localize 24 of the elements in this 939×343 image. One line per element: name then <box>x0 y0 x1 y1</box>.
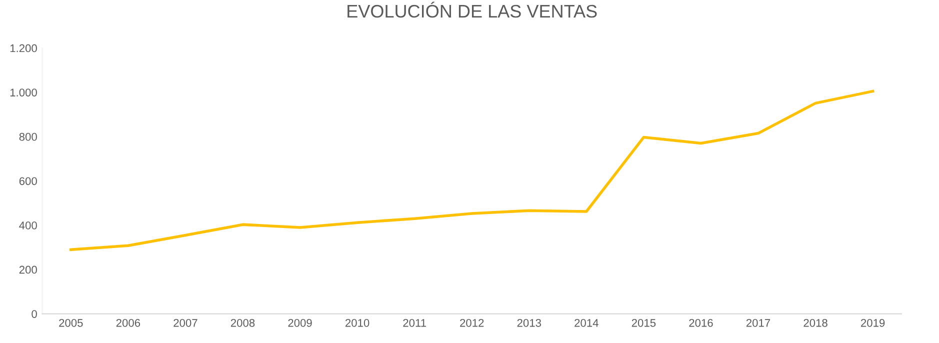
y-tick-label: 0 <box>32 310 37 318</box>
x-tick-label: 2010 <box>345 319 370 327</box>
x-tick-label: 2011 <box>403 319 426 327</box>
y-tick-label: 1.000 <box>10 88 37 96</box>
x-tick-label: 2015 <box>632 319 656 327</box>
x-tick-label: 2014 <box>574 319 598 327</box>
y-tick-label: 400 <box>19 222 37 230</box>
x-tick-label: 2012 <box>460 319 484 327</box>
x-tick-label: 2018 <box>804 319 828 327</box>
x-tick-label: 2005 <box>59 319 83 327</box>
y-tick-label: 800 <box>19 132 37 141</box>
line-series <box>70 90 874 251</box>
x-tick-label: 2016 <box>689 319 713 327</box>
x-tick-label: 2008 <box>230 319 255 327</box>
x-tick-label: 2007 <box>174 319 198 327</box>
x-tick-label: 2013 <box>517 319 541 327</box>
y-tick-label: 200 <box>19 266 37 274</box>
chart-title: EVOLUCIÓN DE LAS VENTAS <box>348 2 597 18</box>
x-tick-label: 2009 <box>288 319 312 327</box>
x-tick-label: 2019 <box>861 319 885 327</box>
x-tick-label: 2017 <box>746 319 770 327</box>
y-tick-label: 600 <box>19 177 37 186</box>
y-tick-label: 1.200 <box>10 44 37 52</box>
x-tick-label: 2006 <box>116 319 140 327</box>
